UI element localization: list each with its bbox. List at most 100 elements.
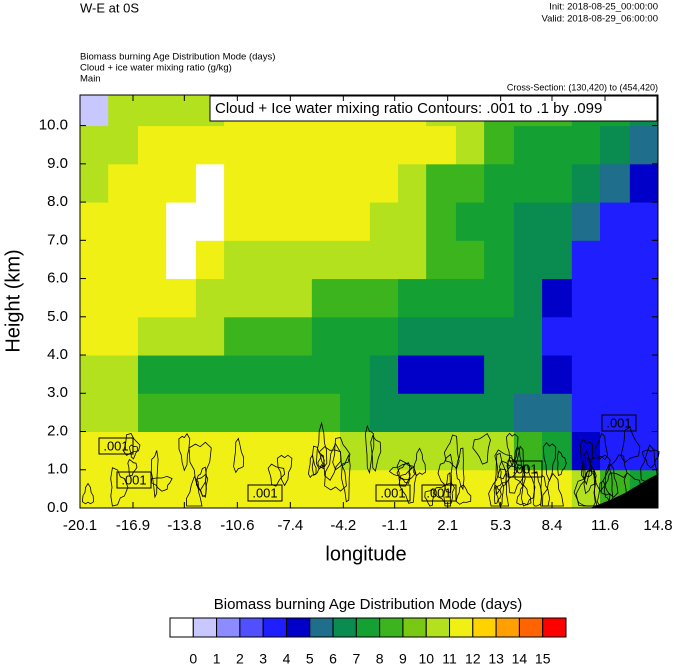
cell: [253, 355, 283, 394]
cell: [80, 240, 109, 280]
contour-line: [308, 454, 317, 479]
cell: [108, 355, 139, 394]
cell: [513, 316, 543, 356]
cell: [282, 393, 313, 433]
x-tick-label: 5.3: [490, 517, 511, 534]
cell: [224, 355, 255, 394]
plot-frame: [79, 94, 659, 509]
cell: [80, 163, 109, 203]
contour-line: [594, 432, 609, 461]
description: Main: [80, 74, 101, 85]
cell: [571, 240, 601, 280]
colorbar-box: [402, 617, 427, 638]
contour-line: [583, 457, 597, 495]
cell: [513, 163, 543, 203]
contour-line: [276, 454, 293, 487]
cell: [600, 163, 631, 203]
cell: [166, 95, 197, 127]
cell: [137, 355, 167, 394]
cell: [397, 125, 427, 165]
contour-line: [540, 474, 551, 507]
cell: [311, 469, 341, 509]
colorbar-box: [169, 617, 194, 638]
x-tick-label: -16.9: [116, 517, 150, 534]
cell: [282, 469, 313, 509]
cell: [282, 163, 313, 203]
cell: [80, 469, 109, 509]
cell: [166, 202, 197, 241]
cell: [195, 278, 225, 318]
cell: [369, 469, 399, 509]
y-tick-label: 4.0: [47, 346, 68, 363]
cell: [137, 431, 167, 471]
cell: [137, 278, 167, 318]
colorbar-box: [425, 617, 451, 638]
cell: [397, 163, 427, 203]
contour-label: .001: [121, 472, 146, 487]
cell: [282, 316, 313, 356]
y-tick-label: 1.0: [47, 461, 68, 478]
y-tick-label: 10.0: [39, 117, 68, 134]
contour-line: [424, 488, 435, 507]
contour-line: [317, 454, 326, 470]
colorbar-label: 13: [488, 651, 504, 667]
contour-label: .001: [426, 485, 451, 500]
cell: [369, 202, 399, 241]
cell: [253, 125, 283, 165]
contour-line: [128, 444, 138, 460]
cell: [224, 278, 255, 318]
x-axis-label: longitude: [325, 543, 406, 565]
y-tick-label: 2.0: [47, 422, 68, 439]
cell: [282, 202, 313, 241]
cell: [340, 316, 371, 356]
y-axis-label: Height (km): [2, 249, 24, 352]
contour-line: [472, 433, 491, 465]
contour-line: [620, 426, 641, 464]
contour-line: [580, 449, 593, 480]
cell: [340, 355, 371, 394]
cell: [340, 125, 371, 165]
colorbar-box: [518, 617, 544, 638]
cell: [629, 125, 659, 165]
cell: [542, 469, 573, 509]
contour-title: Cloud + Ice water mixing ratio Contours:…: [215, 100, 602, 117]
colorbar-label: 0: [189, 651, 197, 667]
colorbar-box: [309, 617, 334, 638]
contour-label-box: [601, 414, 637, 432]
colorbar-box: [285, 617, 311, 638]
contour-line: [520, 464, 536, 507]
contour-label: .001: [606, 415, 631, 430]
colorbar-box: [449, 617, 474, 638]
cell: [340, 393, 371, 433]
contour-line: [178, 433, 191, 472]
cell: [426, 125, 457, 165]
cell: [108, 316, 139, 356]
contour-line: [556, 450, 567, 476]
cell: [108, 278, 139, 318]
cell: [224, 240, 255, 280]
cell: [513, 278, 543, 318]
cell: [224, 163, 255, 203]
cell: [253, 393, 283, 433]
contour-line: [506, 456, 525, 494]
cell: [195, 240, 225, 280]
cell: [484, 163, 515, 203]
cell: [397, 431, 427, 471]
cell: [253, 202, 283, 241]
contour-line: [432, 482, 455, 504]
cell: [542, 125, 573, 165]
cell: [629, 202, 659, 241]
cell: [542, 431, 573, 471]
cell: [195, 393, 225, 433]
contour-line: [332, 437, 351, 471]
contour-line: [642, 449, 660, 469]
cell: [80, 202, 109, 241]
cell: [224, 431, 255, 471]
cell: [195, 355, 225, 394]
cell: [542, 355, 573, 394]
colorbar-label: 15: [535, 651, 551, 667]
cell: [108, 95, 139, 127]
cell: [137, 393, 167, 433]
cell: [455, 316, 485, 356]
cell: [166, 316, 197, 356]
